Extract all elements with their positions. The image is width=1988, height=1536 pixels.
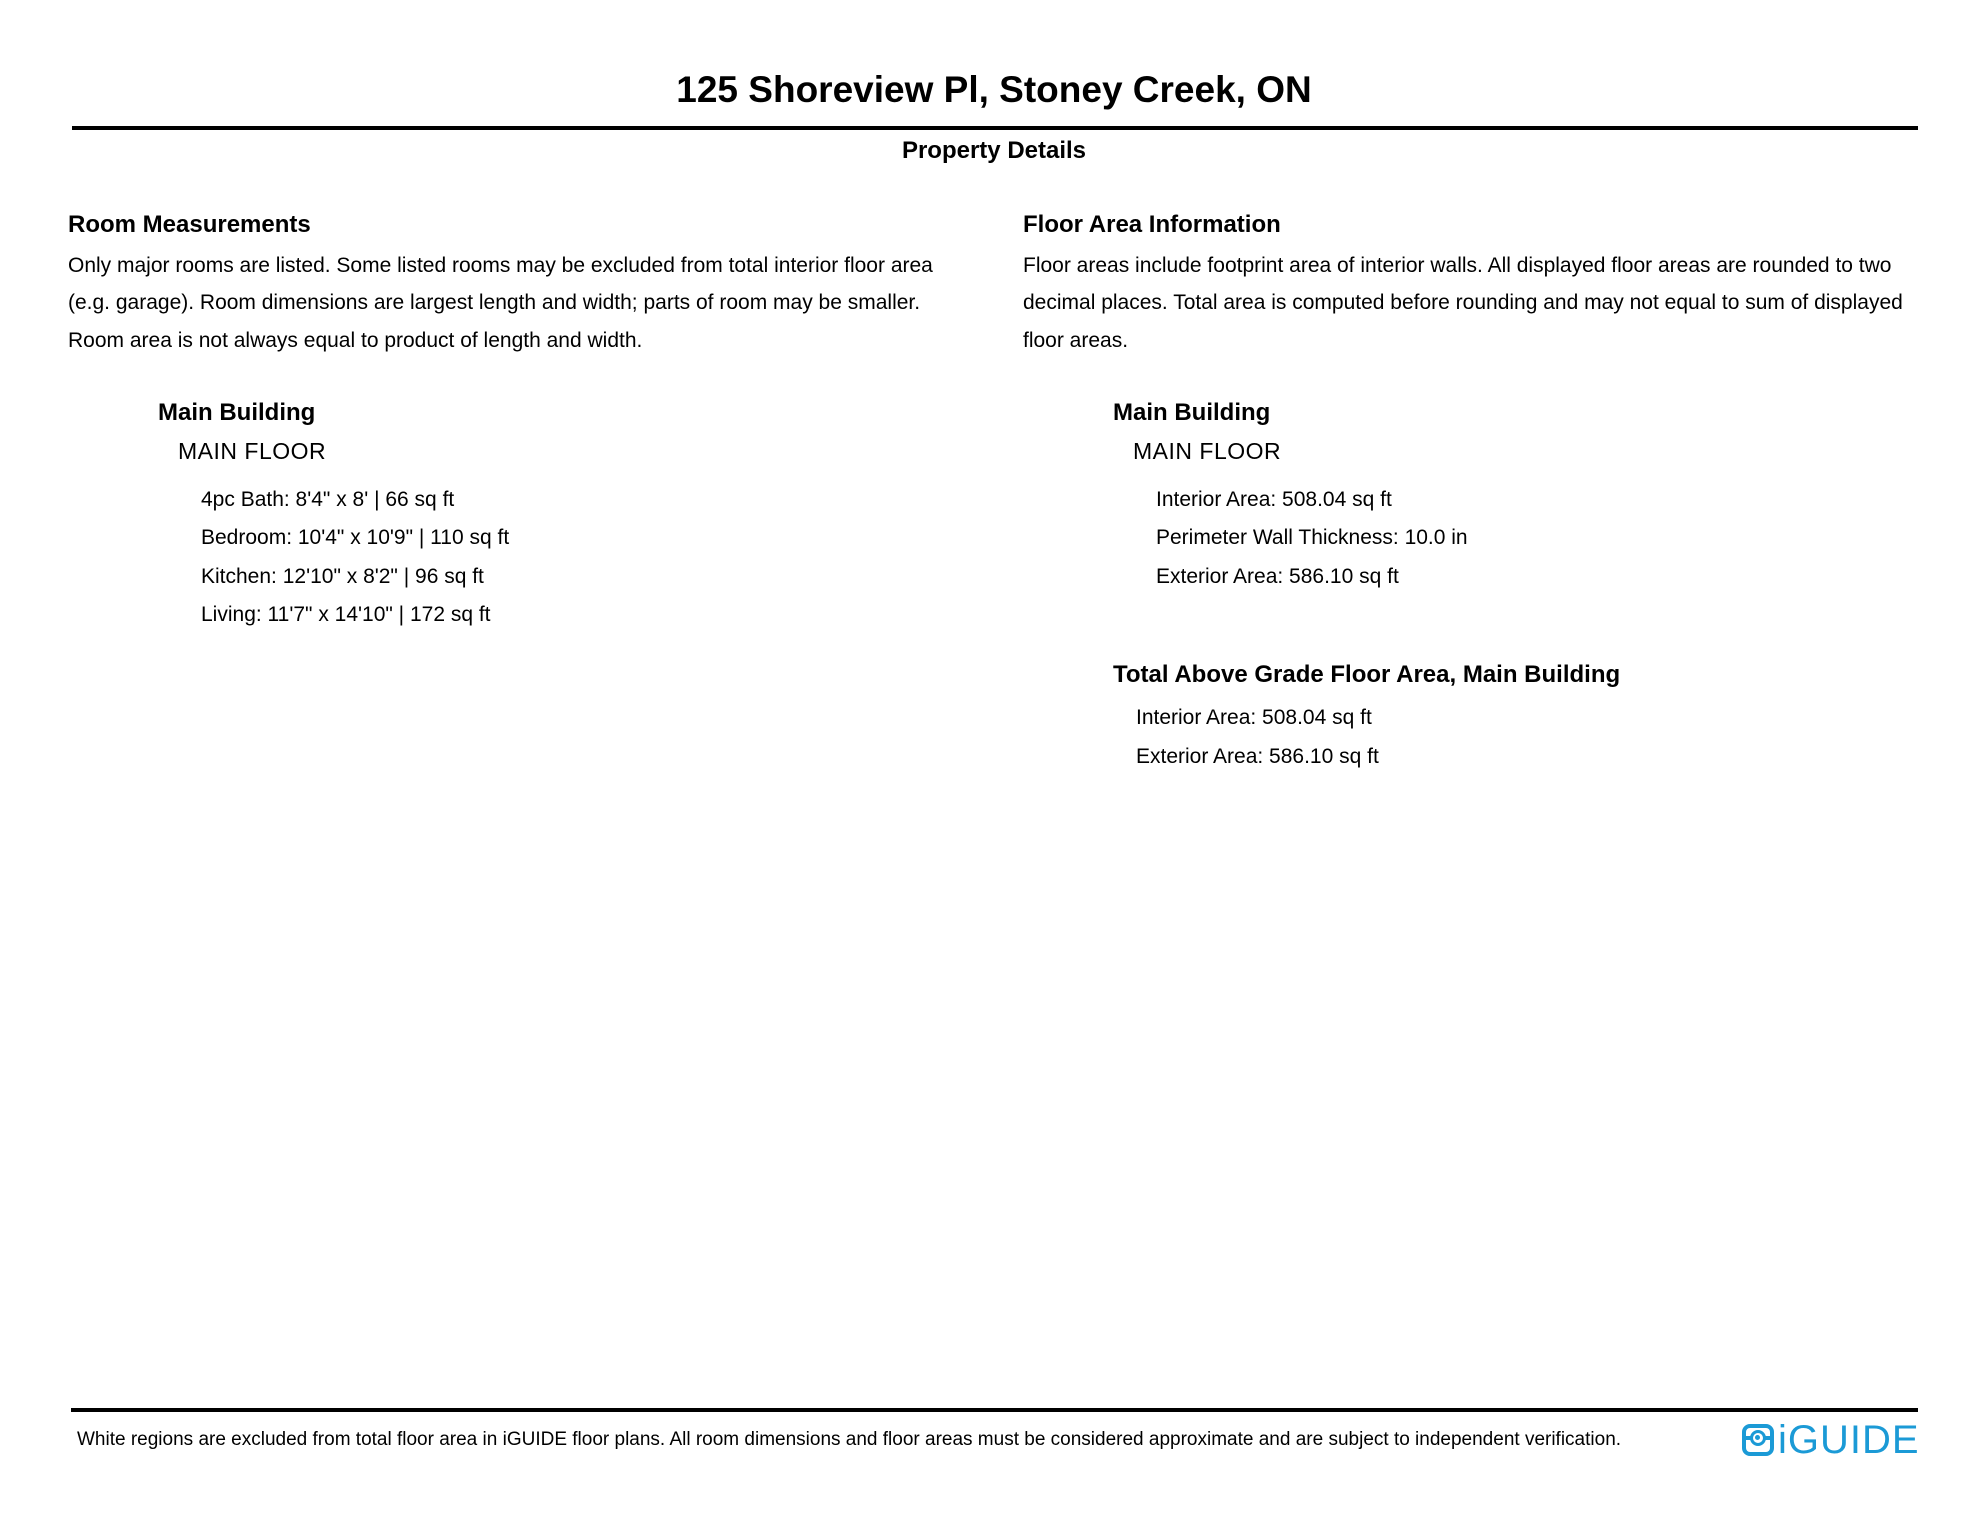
room-item: Bedroom: 10'4" x 10'9" | 110 sq ft: [201, 526, 510, 550]
stat-item: Interior Area: 508.04 sq ft: [1136, 706, 1372, 730]
iguide-logo-text: iGUIDE: [1778, 1418, 1920, 1462]
page-title: 125 Shoreview Pl, Stoney Creek, ON: [676, 69, 1312, 110]
room-list: 4pc Bath: 8'4" x 8' | 66 sq ft Bedroom: …: [201, 481, 1003, 635]
room-measurements-heading: Room Measurements: [68, 211, 311, 238]
room-item: Living: 11'7" x 14'10" | 172 sq ft: [201, 603, 491, 627]
room-measurements-section: Room Measurements Only major rooms are l…: [68, 211, 1003, 635]
floor-area-information-description: Floor areas include footprint area of in…: [1023, 254, 1903, 352]
stat-item: Interior Area: 508.04 sq ft: [1156, 487, 1392, 511]
floor-stats-list: Interior Area: 508.04 sq ft Perimeter Wa…: [1156, 481, 1968, 597]
footer-divider: [71, 1408, 1918, 1412]
page-subtitle: Property Details: [901, 137, 1087, 164]
iguide-camera-icon: [1742, 1424, 1774, 1456]
total-stats-list: Interior Area: 508.04 sq ft Exterior Are…: [1136, 699, 1968, 776]
camera-lens-icon: [1749, 1429, 1766, 1446]
floor-area-information-heading: Floor Area Information: [1023, 211, 1281, 238]
building-name: Main Building: [158, 398, 316, 426]
total-above-grade-heading: Total Above Grade Floor Area, Main Build…: [1113, 661, 1621, 689]
floor-name: MAIN FLOOR: [1133, 437, 1282, 464]
room-item: Kitchen: 12'10" x 8'2" | 96 sq ft: [201, 564, 484, 588]
room-item: 4pc Bath: 8'4" x 8' | 66 sq ft: [201, 487, 455, 511]
stat-item: Exterior Area: 586.10 sq ft: [1136, 744, 1379, 768]
iguide-logo: iGUIDE: [1742, 1418, 1920, 1462]
floor-area-information-section: Floor Area Information Floor areas inclu…: [1023, 211, 1968, 776]
room-measurements-description: Only major rooms are listed. Some listed…: [68, 254, 933, 352]
floor-name: MAIN FLOOR: [178, 437, 327, 464]
footer-disclaimer: White regions are excluded from total fl…: [77, 1429, 1622, 1450]
building-name: Main Building: [1113, 398, 1271, 426]
stat-item: Perimeter Wall Thickness: 10.0 in: [1156, 526, 1468, 550]
title-divider: [72, 126, 1918, 130]
stat-item: Exterior Area: 586.10 sq ft: [1156, 564, 1399, 588]
